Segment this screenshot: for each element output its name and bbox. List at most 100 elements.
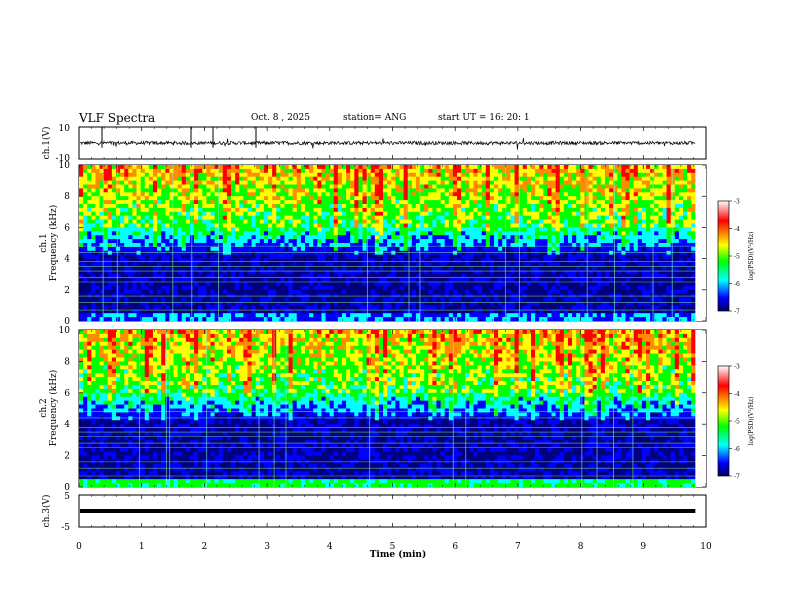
spectrogram-cell [124, 176, 129, 181]
spectrogram-cell [255, 176, 261, 181]
spectrogram-cell [206, 239, 211, 244]
spectrogram-cell [317, 176, 322, 181]
spectrogram-cell [481, 188, 487, 193]
spectrogram-cell [440, 274, 445, 279]
spectrogram-cell [247, 246, 252, 252]
spectrogram-cell [280, 204, 285, 209]
spectrogram-cell [95, 207, 100, 213]
spectrogram-cell [222, 192, 228, 197]
spectrogram-cell [633, 258, 639, 263]
spectrogram-cell [152, 246, 158, 252]
spectrogram-cell [629, 289, 635, 294]
spectrogram-cell [576, 168, 581, 174]
spectrogram-cell [691, 231, 696, 236]
spectrogram-cell [559, 231, 565, 236]
spectrogram-cell [621, 227, 626, 232]
spectrogram-cell [239, 274, 244, 279]
spectrogram-cell [543, 243, 548, 248]
spectrogram-cell [202, 274, 207, 279]
spectrogram-cell [683, 274, 688, 279]
spectrogram-cell [559, 211, 565, 216]
spectrogram-cell [95, 262, 100, 267]
spectrogram-cell [609, 219, 614, 224]
spectrogram-cell [415, 180, 421, 185]
spectrogram-cell [637, 165, 643, 170]
spectrogram-cell [539, 188, 544, 193]
spectrogram-cell [457, 196, 462, 201]
spectrogram-cell [461, 254, 466, 259]
spectrogram-cell [440, 227, 445, 232]
spectrogram-cell [350, 172, 355, 177]
spectrogram-cell [95, 235, 100, 240]
spectrogram-cell [637, 235, 643, 240]
spectrogram-cell [202, 246, 207, 252]
spectrogram-cell [136, 192, 141, 197]
spectrogram-cell [247, 227, 252, 232]
spectrogram-cell [600, 239, 606, 244]
spectrogram-cell [662, 254, 667, 259]
spectrogram-cell [120, 207, 125, 213]
spectrogram-cell [617, 204, 622, 209]
spectrogram-cell [457, 168, 462, 174]
spectrogram-cell [198, 192, 203, 197]
spectrogram-cell [79, 172, 84, 177]
spectrogram-cell [95, 227, 100, 232]
spectrogram-cell [637, 266, 643, 271]
spectrogram-cell [111, 207, 117, 213]
spectrogram-cell [251, 258, 256, 263]
spectrogram-cell [165, 165, 170, 170]
spectrogram-cell [341, 285, 347, 291]
spectrogram-cell [120, 172, 125, 177]
spectrogram-cell [296, 254, 302, 259]
spectrogram-cell [576, 254, 581, 259]
spectrogram-cell [469, 172, 474, 177]
spectrogram-cell [128, 285, 133, 291]
spectrogram-cell [132, 239, 137, 244]
spectrogram-cell [387, 285, 392, 291]
spectrogram-cell [670, 227, 676, 232]
spectrogram-cell [465, 246, 470, 252]
spectrogram-cell [457, 278, 462, 283]
spectrogram-cell [600, 223, 606, 228]
spectrogram-cell [136, 274, 141, 279]
spectrogram-cell [103, 176, 109, 181]
spectrogram-cell [148, 282, 154, 287]
spectrogram-cell [387, 262, 392, 267]
spectrogram-cell [658, 231, 663, 236]
spectrogram-cell [317, 246, 322, 252]
spectrogram-cell [284, 223, 289, 228]
spectrogram-cell [399, 211, 404, 216]
spectrogram-cell [440, 219, 445, 224]
spectrogram-cell [243, 258, 248, 263]
spectrogram-cell [436, 192, 441, 197]
spectrogram-cell [650, 239, 655, 244]
spectrogram-cell [185, 165, 191, 170]
spectrogram-cell [136, 200, 141, 205]
spectrogram-cell [259, 231, 265, 236]
spectrogram-cell [551, 285, 556, 291]
spectrogram-cell [259, 196, 265, 201]
spectrogram-cell [617, 227, 622, 232]
spectrogram-cell [403, 239, 409, 244]
spectrogram-cell [226, 184, 232, 189]
spectrogram-cell [387, 289, 392, 294]
spectrogram-cell [407, 196, 413, 201]
spectrogram-cell [300, 270, 306, 275]
spectrogram-cell [255, 246, 261, 252]
spectrogram-cell [559, 258, 565, 263]
spectrogram-cell [420, 254, 425, 259]
spectrogram-cell [563, 200, 569, 205]
spectrogram-cell [551, 215, 556, 220]
spectrogram-cell [157, 231, 162, 236]
spectrogram-cell [518, 188, 524, 193]
spectrogram-cell [111, 204, 117, 209]
spectrogram-cell [136, 231, 141, 236]
spectrogram-cell [222, 172, 228, 177]
spectrogram-cell [584, 207, 589, 213]
spectrogram-cell [181, 204, 187, 209]
spectrogram-cell [313, 254, 318, 259]
spectrogram-cell [231, 184, 236, 189]
spectrogram-cell [457, 180, 462, 185]
spectrogram-cell [235, 266, 240, 271]
spectrogram-cell [107, 246, 113, 252]
